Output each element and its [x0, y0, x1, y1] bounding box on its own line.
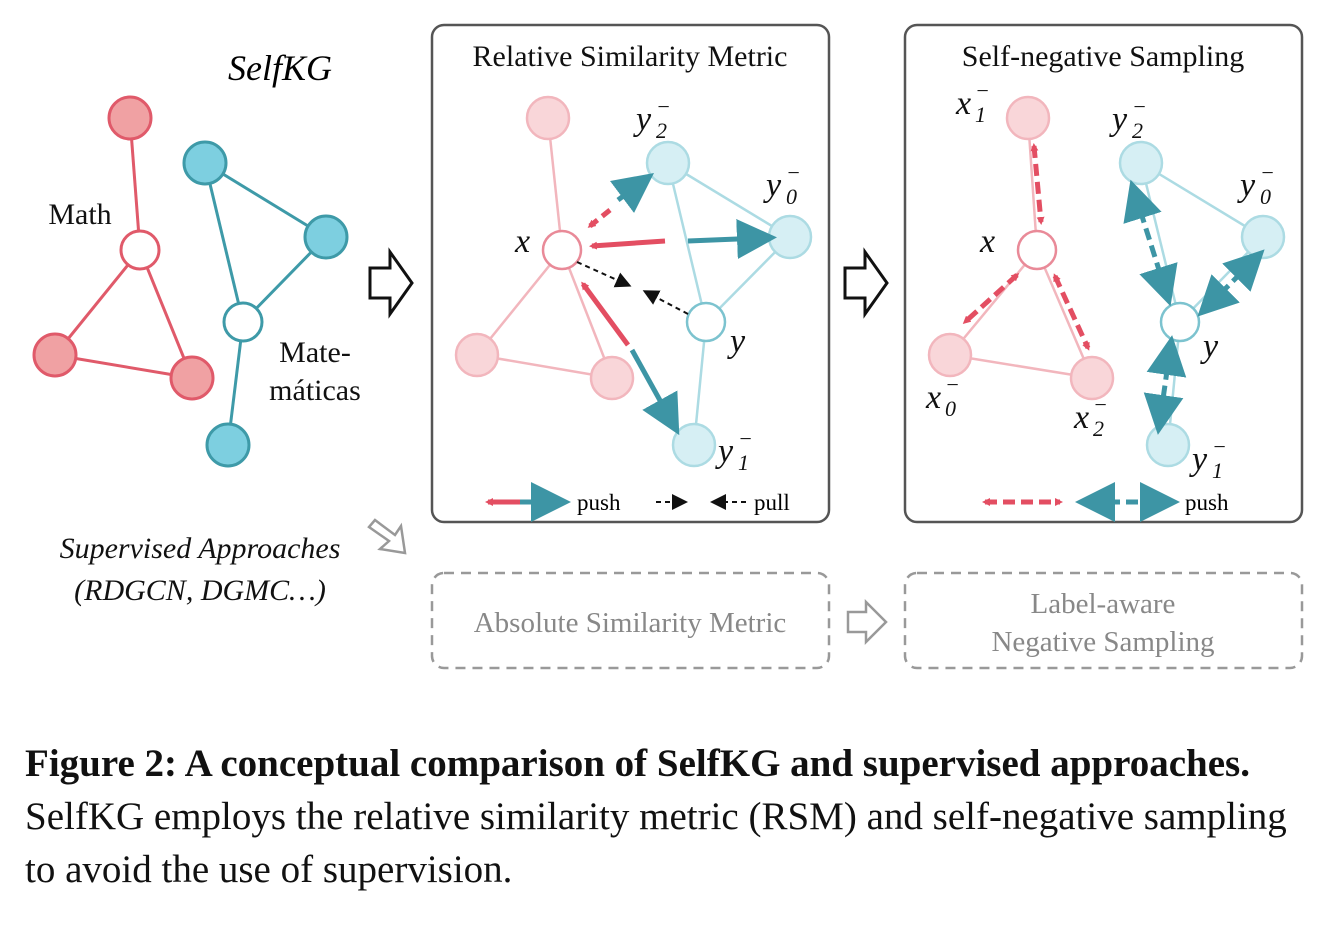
panel-title: Relative Similarity Metric — [473, 40, 788, 73]
supervised-label: (RDGCN, DGMC…) — [74, 574, 326, 607]
node-label: x −1 — [955, 78, 990, 127]
node-label: y −2 — [1109, 94, 1147, 143]
legend-label: push — [577, 490, 621, 515]
node-label: y −0 — [763, 160, 801, 209]
node-label: y −1 — [715, 426, 753, 475]
node-label: y — [727, 323, 746, 360]
caption-label: Figure 2: A conceptual comparison of Sel… — [25, 742, 1250, 785]
node-label: x — [514, 223, 530, 260]
legend-label: pull — [754, 490, 790, 515]
caption-text: SelfKG employs the relative similarity m… — [25, 795, 1287, 891]
node-label: x −0 — [925, 372, 960, 421]
panel-box — [903, 23, 1304, 524]
node-label: y — [1200, 328, 1219, 365]
node-label: y −2 — [633, 94, 671, 143]
panel1-graph — [454, 95, 813, 468]
gray-arrow — [846, 598, 888, 646]
caption: Figure 2: A conceptual comparison of Sel… — [25, 737, 1315, 896]
panel-title: Self-negative Sampling — [962, 40, 1244, 73]
gray-arrow — [367, 518, 407, 555]
math-label: Math — [48, 198, 111, 231]
dashed-box — [430, 571, 831, 670]
box-label: Negative Sampling — [991, 626, 1214, 658]
panel2-arrows — [962, 143, 1265, 522]
node-label: y −1 — [1189, 434, 1227, 483]
node-label: x — [979, 223, 995, 260]
mate-label: máticas — [269, 374, 361, 407]
box-label: Absolute Similarity Metric — [474, 607, 787, 639]
mate-label: Mate- — [279, 336, 351, 369]
supervised-label: Supervised Approaches — [60, 532, 341, 565]
node-label: x −2 — [1073, 392, 1108, 441]
box-label: Label-aware — [1031, 588, 1176, 620]
figure: SelfKG Math Mate- máticas Supervised App… — [32, 23, 1304, 670]
flow-arrow — [368, 247, 414, 319]
selfkg-title: SelfKG — [228, 48, 332, 88]
panel1-arrows — [485, 173, 777, 522]
dashed-box — [903, 571, 1304, 670]
panel-box — [430, 23, 831, 524]
flow-arrow — [843, 247, 889, 319]
panel2-graph — [927, 95, 1286, 468]
legend-label: push — [1185, 490, 1229, 515]
left-graph — [32, 95, 349, 468]
node-label: y −0 — [1237, 160, 1275, 209]
